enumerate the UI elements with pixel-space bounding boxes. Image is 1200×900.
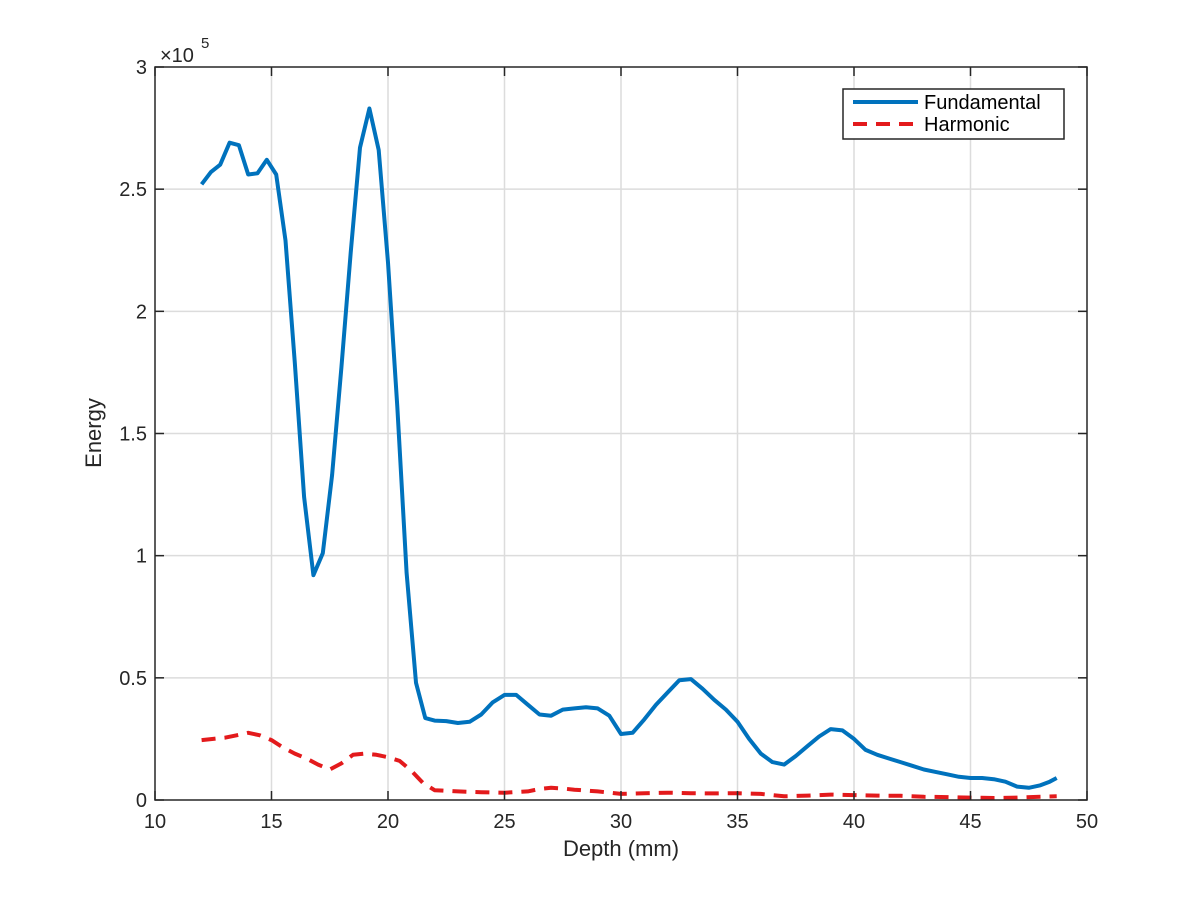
y-tick-label: 3	[136, 57, 147, 79]
legend-label-harmonic: Harmonic	[924, 114, 1010, 136]
x-tick-label: 10	[144, 811, 166, 833]
tick-labels: 10 15 20 25 30 35 40 45 50 0 0.5 1 1.5 2 2.5 3	[119, 57, 1098, 833]
legend: Fundamental Harmonic	[842, 88, 1065, 140]
series-line-fundamental	[200, 106, 1058, 790]
y-multiplier-base: ×10	[160, 45, 194, 67]
y-tick-label: 2.5	[119, 179, 147, 201]
x-tick-label: 45	[959, 811, 981, 833]
y-tick-label: 0.5	[119, 668, 147, 690]
legend-label-fundamental: Fundamental	[924, 92, 1041, 114]
y-tick-label: 0	[136, 790, 147, 812]
x-tick-label: 20	[377, 811, 399, 833]
x-tick-label: 15	[260, 811, 282, 833]
series-layer	[200, 106, 1058, 800]
x-tick-label: 30	[610, 811, 632, 833]
y-multiplier-exponent: 5	[201, 35, 209, 52]
y-tick-label: 1	[136, 546, 147, 568]
y-axis-label: Energy	[81, 398, 106, 468]
y-tick-label: 2	[136, 301, 147, 323]
x-tick-label: 35	[726, 811, 748, 833]
x-axis-label: Depth (mm)	[563, 836, 679, 861]
series-line-harmonic	[201, 730, 1057, 800]
x-tick-label: 50	[1076, 811, 1098, 833]
x-tick-label: 25	[493, 811, 515, 833]
y-tick-label: 1.5	[119, 424, 147, 446]
ticks	[154, 66, 1088, 801]
legend-box	[842, 88, 1065, 140]
x-tick-label: 40	[843, 811, 865, 833]
